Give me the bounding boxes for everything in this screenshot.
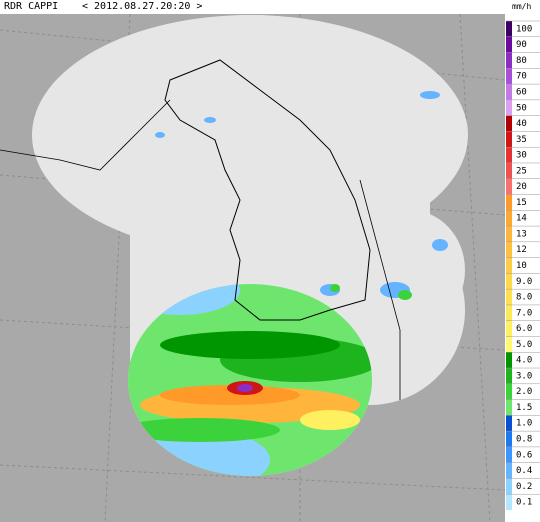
legend-swatch bbox=[506, 415, 512, 432]
legend-label: 0.8 bbox=[516, 435, 532, 445]
legend-swatch bbox=[506, 336, 512, 353]
coastline bbox=[164, 59, 371, 321]
legend-swatch bbox=[506, 399, 512, 416]
legend-swatch bbox=[506, 210, 512, 227]
datetime[interactable]: < 2012.08.27.20:20 > bbox=[82, 1, 203, 12]
legend-label: 0.1 bbox=[516, 498, 532, 508]
legend-label: 12 bbox=[516, 245, 527, 255]
legend-swatch bbox=[506, 289, 512, 305]
legend-label: 90 bbox=[516, 40, 527, 50]
legend-swatch bbox=[506, 431, 512, 447]
legend-swatch bbox=[506, 21, 512, 37]
legend-label: 13 bbox=[516, 229, 527, 239]
legend-label: 15 bbox=[516, 198, 527, 208]
legend-label: 2.0 bbox=[516, 387, 532, 397]
scattered-echoes-green bbox=[330, 284, 412, 300]
legend-label: 1.0 bbox=[516, 419, 532, 429]
legend-swatch bbox=[506, 241, 512, 258]
legend-label: 7.0 bbox=[516, 308, 532, 318]
legend-label: 10 bbox=[516, 261, 527, 271]
legend-swatch bbox=[506, 478, 512, 495]
legend-label: 20 bbox=[516, 182, 527, 192]
legend-label: 4.0 bbox=[516, 356, 532, 366]
legend-label: 100 bbox=[516, 24, 532, 34]
legend-swatch bbox=[506, 494, 512, 510]
legend-label: 80 bbox=[516, 56, 527, 66]
legend-label: 35 bbox=[516, 135, 527, 145]
legend-swatch bbox=[506, 320, 512, 337]
legend-label: 9.0 bbox=[516, 277, 532, 287]
scattered-echoes bbox=[155, 91, 448, 298]
legend-label: 1.5 bbox=[516, 403, 532, 413]
coastline bbox=[0, 99, 401, 400]
legend-label: 0.4 bbox=[516, 466, 532, 476]
legend-swatch bbox=[506, 68, 512, 85]
legend-swatch bbox=[506, 52, 512, 69]
legend-label: 5.0 bbox=[516, 340, 532, 350]
legend-label: 70 bbox=[516, 72, 527, 82]
legend-swatch bbox=[506, 368, 512, 384]
legend-label: 40 bbox=[516, 119, 527, 129]
legend-swatch bbox=[506, 131, 512, 148]
legend-swatch bbox=[506, 194, 512, 211]
unit: mm/h bbox=[512, 2, 532, 11]
legend-swatch bbox=[506, 162, 512, 179]
legend-swatch bbox=[506, 383, 512, 400]
legend-swatch bbox=[506, 226, 512, 242]
legend-swatch bbox=[506, 304, 512, 321]
legend-swatch bbox=[506, 257, 512, 274]
legend-label: 50 bbox=[516, 103, 527, 113]
legend-swatch bbox=[506, 99, 512, 116]
legend-swatch bbox=[506, 273, 512, 290]
legend-swatch bbox=[506, 147, 512, 163]
legend-swatch bbox=[506, 446, 512, 463]
title: RDR CAPPI bbox=[4, 1, 59, 12]
legend-label: 6.0 bbox=[516, 324, 532, 334]
legend-label: 25 bbox=[516, 166, 527, 176]
legend-swatch bbox=[506, 36, 512, 53]
legend-label: 0.2 bbox=[516, 482, 532, 492]
legend-swatch bbox=[506, 178, 512, 195]
legend-swatch bbox=[506, 84, 512, 100]
legend-label: 0.6 bbox=[516, 450, 532, 460]
legend-label: 30 bbox=[516, 151, 527, 161]
legend-label: 3.0 bbox=[516, 371, 532, 381]
legend-label: 8.0 bbox=[516, 293, 532, 303]
legend-swatch bbox=[506, 115, 512, 132]
legend-label: 14 bbox=[516, 214, 527, 224]
legend-swatch bbox=[506, 352, 512, 369]
legend-label: 60 bbox=[516, 87, 527, 97]
legend-swatch bbox=[506, 462, 512, 479]
legend: 100 90 80 70 60 50 40 35 30 25 20 15 14 13 12 10 9.0 8.0 7… bbox=[506, 20, 540, 510]
